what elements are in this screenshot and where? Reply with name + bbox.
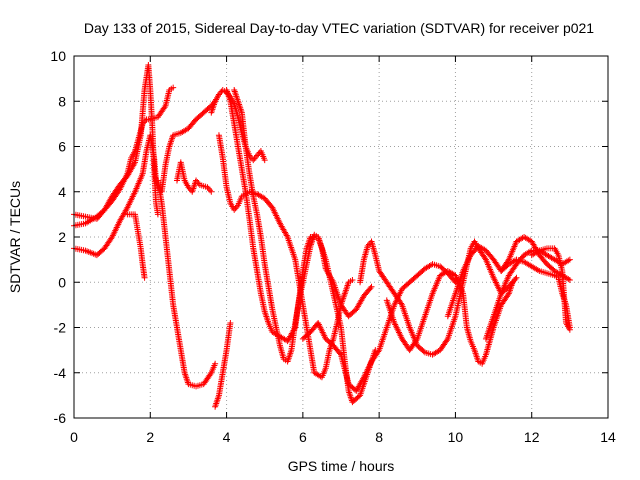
axis-ticks: 0 2 4 6 8 10 12 14 -6 -4 -2 0 2 4 6 8 10 <box>50 48 616 445</box>
x-tick-label: 10 <box>448 429 464 445</box>
data-point <box>227 319 234 326</box>
x-tick-label: 0 <box>70 429 78 445</box>
y-tick-label: 8 <box>58 93 66 109</box>
data-point <box>336 350 343 357</box>
data-point <box>566 276 573 283</box>
data-point <box>420 348 427 355</box>
data-point <box>212 360 219 367</box>
data-point <box>141 274 148 281</box>
data-point <box>207 371 214 378</box>
data-point <box>161 104 168 111</box>
y-tick-label: -2 <box>54 320 67 336</box>
data-point <box>375 348 382 355</box>
y-tick-label: 4 <box>58 184 66 200</box>
y-tick-label: 10 <box>50 48 66 64</box>
data-point <box>398 300 405 307</box>
data-point <box>367 285 374 292</box>
data-point <box>208 188 215 195</box>
data-point <box>512 276 519 283</box>
data-point <box>443 337 450 344</box>
data-point <box>154 211 161 218</box>
data-point <box>261 157 268 164</box>
data-point <box>170 84 177 91</box>
data-point <box>566 326 573 333</box>
y-tick-label: 0 <box>58 274 66 290</box>
x-tick-label: 8 <box>375 429 383 445</box>
y-tick-label: -6 <box>54 410 67 426</box>
x-tick-label: 2 <box>146 429 154 445</box>
y-tick-label: -4 <box>54 365 67 381</box>
data-point <box>513 274 520 281</box>
data-points <box>71 62 573 410</box>
x-tick-label: 12 <box>524 429 540 445</box>
data-point <box>349 276 356 283</box>
data-point <box>566 256 573 263</box>
y-tick-label: 6 <box>58 139 66 155</box>
x-tick-label: 14 <box>600 429 616 445</box>
data-point <box>413 337 420 344</box>
chart-title: Day 133 of 2015, Sidereal Day-to-day VTE… <box>84 20 594 36</box>
y-axis-label: SDTVAR / TECUs <box>7 181 23 293</box>
data-point <box>504 291 511 298</box>
plot-frame <box>73 55 609 419</box>
data-point <box>481 255 488 262</box>
x-axis-label: GPS time / hours <box>288 458 395 474</box>
data-point <box>509 279 516 286</box>
y-tick-label: 2 <box>58 229 66 245</box>
data-point <box>368 283 375 290</box>
x-tick-label: 6 <box>299 429 307 445</box>
x-tick-label: 4 <box>223 429 231 445</box>
